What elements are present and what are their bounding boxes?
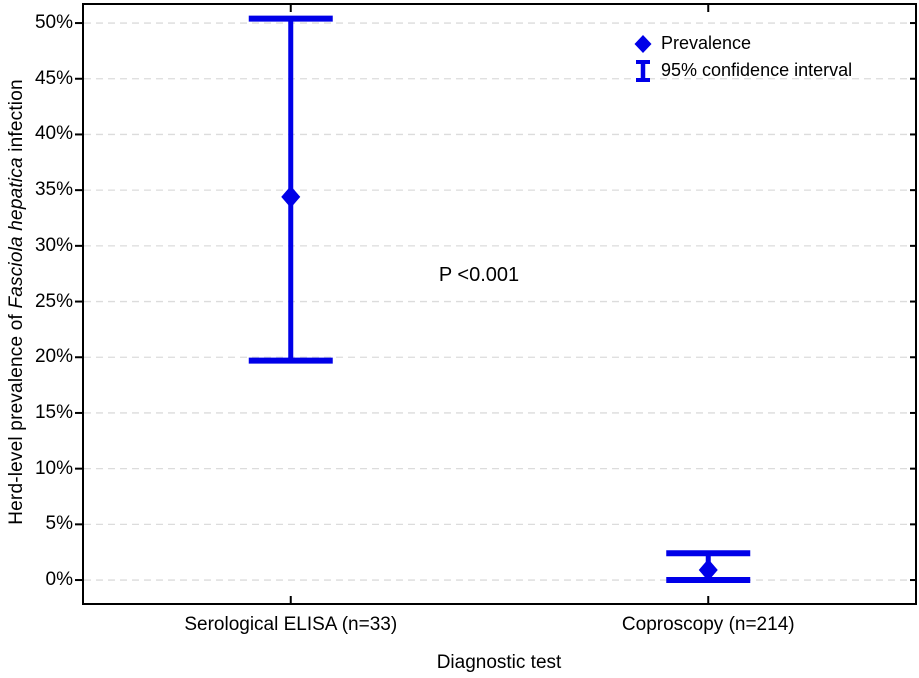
y-tick-label: 40% <box>34 123 73 145</box>
y-tick-label: 20% <box>34 346 73 368</box>
y-tick-label: 10% <box>34 457 73 479</box>
y-tick-label: 5% <box>45 513 73 535</box>
legend-label-confidence-interval: 95% confidence interval <box>661 60 853 80</box>
y-tick-label: 15% <box>34 401 73 423</box>
y-axis-title-suffix: infection <box>6 79 27 158</box>
error-bar-plot <box>75 3 917 605</box>
legend: Prevalence 95% confidence interval <box>632 30 852 84</box>
x-tick-label: Coproscopy (n=214) <box>621 614 795 635</box>
y-tick-label: 45% <box>34 67 73 89</box>
prevalence-diamond-icon <box>632 31 654 57</box>
y-tick-label: 30% <box>34 234 73 256</box>
legend-item-prevalence: Prevalence <box>632 30 852 57</box>
x-tick-label: Serological ELISA (n=33) <box>184 614 398 635</box>
confidence-interval-icon <box>632 58 654 84</box>
y-tick-label: 50% <box>34 12 73 34</box>
y-tick-label: 25% <box>34 290 73 312</box>
y-tick-label: 0% <box>45 569 73 591</box>
x-axis-title: Diagnostic test <box>436 652 562 673</box>
p-value-annotation: P <0.001 <box>438 264 520 286</box>
legend-item-confidence-interval: 95% confidence interval <box>632 57 852 84</box>
y-tick-label: 35% <box>34 179 73 201</box>
legend-label-prevalence: Prevalence <box>661 33 752 53</box>
